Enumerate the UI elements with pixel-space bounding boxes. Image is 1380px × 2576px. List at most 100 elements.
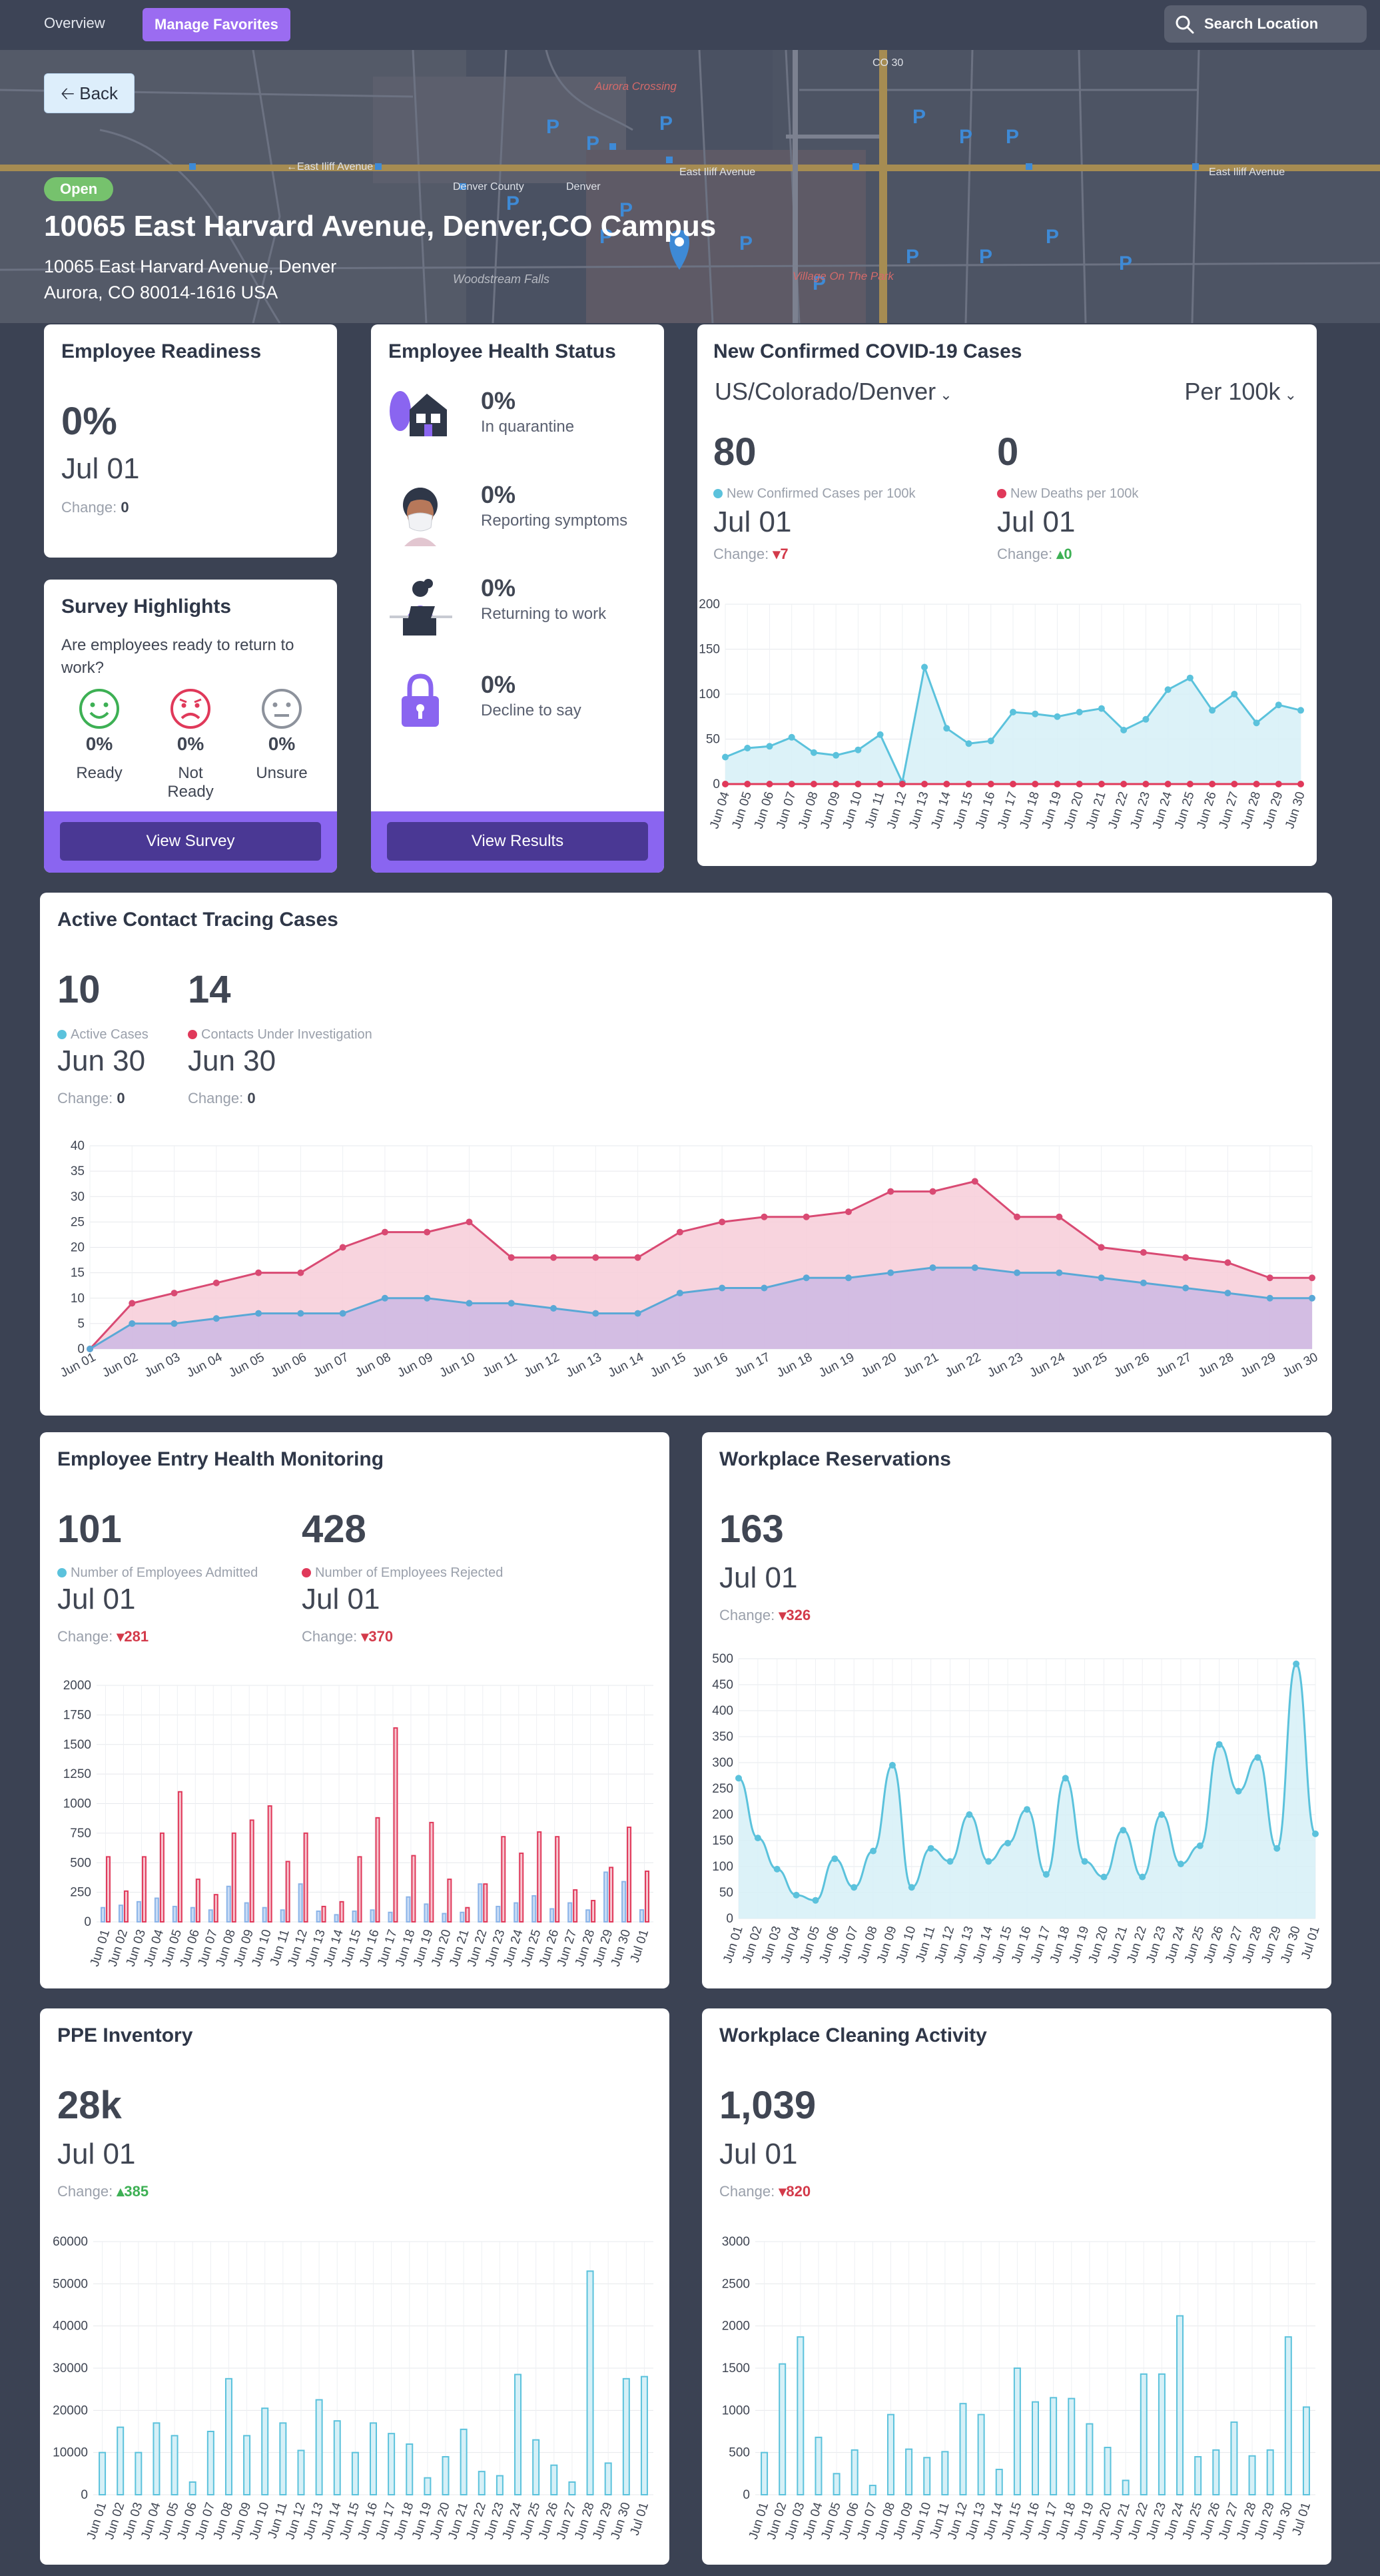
x-tick-label: Jun 24 <box>1150 790 1176 831</box>
readiness-date: Jul 01 <box>61 452 140 485</box>
data-point <box>1098 1274 1105 1282</box>
map-label-denver-county: Denver County <box>453 181 524 193</box>
returning-label: Returning to work <box>481 605 607 623</box>
view-survey-button[interactable]: View Survey <box>60 822 321 861</box>
sad-face-icon <box>171 689 210 729</box>
data-point <box>788 733 795 741</box>
survey-question: Are employees ready to return to work? <box>61 636 294 677</box>
ppe-value: 28k <box>57 2084 122 2127</box>
masked-person-icon <box>403 488 438 546</box>
chevron-down-icon: ⌄ <box>1280 386 1297 403</box>
bar <box>567 1902 573 1923</box>
bar <box>532 2439 540 2495</box>
tracing-contacts-date: Jun 30 <box>188 1045 276 1077</box>
data-point <box>1024 1806 1030 1813</box>
ready-pct: 0% <box>85 733 113 754</box>
y-tick-label: 25 <box>71 1215 85 1229</box>
y-tick-label: 5 <box>77 1317 85 1331</box>
cleaning-activity-card: Workplace Cleaning Activity 1,039 Jul 01… <box>702 2008 1331 2565</box>
data-point <box>754 1835 761 1842</box>
x-tick-label: Jun 10 <box>438 1350 478 1380</box>
bar <box>447 1879 452 1923</box>
data-point <box>129 1300 136 1307</box>
x-tick-label: Jun 25 <box>1070 1350 1110 1380</box>
y-tick-label: 0 <box>726 1912 733 1926</box>
nav-overview[interactable]: Overview <box>44 15 105 31</box>
data-point <box>381 1228 388 1236</box>
series-line <box>89 1180 1312 1350</box>
y-tick-label: 350 <box>712 1730 733 1744</box>
data-point <box>845 1208 852 1216</box>
bar <box>586 2270 594 2495</box>
x-tick-label: Jun 02 <box>100 1350 140 1380</box>
data-point <box>921 781 928 787</box>
bar <box>279 2422 287 2496</box>
per-select[interactable]: Per 100k ⌄ <box>1184 378 1297 405</box>
svg-text:P: P <box>813 272 826 294</box>
data-point <box>1182 1284 1190 1292</box>
manage-favorites-button[interactable]: Manage Favorites <box>143 8 290 41</box>
data-point <box>634 1310 641 1317</box>
data-point <box>898 781 906 787</box>
bar <box>1013 2367 1021 2495</box>
x-tick-label: Jun 12 <box>521 1350 561 1380</box>
data-point <box>1076 781 1083 787</box>
bar <box>501 1836 506 1923</box>
data-point <box>1098 781 1105 787</box>
data-point <box>1054 713 1061 720</box>
bar <box>208 1909 213 1923</box>
series-line <box>89 1266 1312 1350</box>
data-point <box>761 1284 768 1292</box>
back-button[interactable]: 🡠 Back <box>44 73 135 113</box>
bar <box>568 2481 576 2495</box>
bar <box>1266 2449 1274 2495</box>
covid-cases-change: Change: ▾7 <box>713 546 789 562</box>
bar <box>243 2435 251 2496</box>
bar <box>285 1861 290 1923</box>
y-tick-label: 60000 <box>53 2235 88 2249</box>
x-tick-label: Jun 21 <box>901 1350 941 1380</box>
bar <box>573 1889 578 1923</box>
location-pin-icon[interactable] <box>669 230 689 270</box>
data-point <box>1209 781 1216 787</box>
map-label-street-west: ←East Iliff Avenue <box>286 161 373 173</box>
x-tick-label: Jun 19 <box>817 1350 857 1380</box>
data-point <box>676 1228 683 1236</box>
view-results-button[interactable]: View Results <box>387 822 648 861</box>
neutral-face-icon <box>262 689 302 729</box>
series-area <box>725 667 1301 784</box>
data-point <box>773 1865 781 1873</box>
y-tick-label: 250 <box>712 1782 733 1796</box>
data-point <box>424 1294 431 1302</box>
symptoms-pct: 0% <box>481 481 516 508</box>
bar <box>297 2449 305 2495</box>
health-symptoms: 0% Reporting symptoms <box>384 481 627 551</box>
data-point <box>339 1310 346 1317</box>
data-point <box>297 1269 304 1276</box>
entry-admitted-legend: Number of Employees Admitted <box>57 1565 258 1581</box>
bar <box>267 1805 272 1923</box>
bar <box>411 1855 416 1923</box>
x-tick-label: Jun 05 <box>226 1350 266 1380</box>
y-tick-label: 150 <box>712 1834 733 1848</box>
x-tick-label: Jun 04 <box>184 1350 225 1381</box>
bar <box>886 2413 894 2495</box>
decline-label: Decline to say <box>481 701 581 719</box>
survey-ready: 0% Ready <box>63 687 136 783</box>
reservations-title: Workplace Reservations <box>719 1448 951 1470</box>
covid-cases-card: New Confirmed COVID-19 Cases US/Colorado… <box>697 324 1317 866</box>
y-tick-label: 1500 <box>63 1738 91 1752</box>
x-tick-label: Jun 12 <box>884 790 910 831</box>
readiness-title: Employee Readiness <box>61 340 262 362</box>
y-tick-label: 250 <box>70 1886 91 1900</box>
returning-pct: 0% <box>481 574 516 602</box>
data-point <box>1140 1249 1147 1256</box>
region-select[interactable]: US/Colorado/Denver ⌄ <box>715 378 952 405</box>
search-location-input[interactable]: Search Location <box>1164 5 1367 43</box>
bar <box>959 2403 967 2496</box>
svg-text:P: P <box>739 232 753 254</box>
bar <box>159 1832 165 1923</box>
data-point <box>212 1315 220 1322</box>
